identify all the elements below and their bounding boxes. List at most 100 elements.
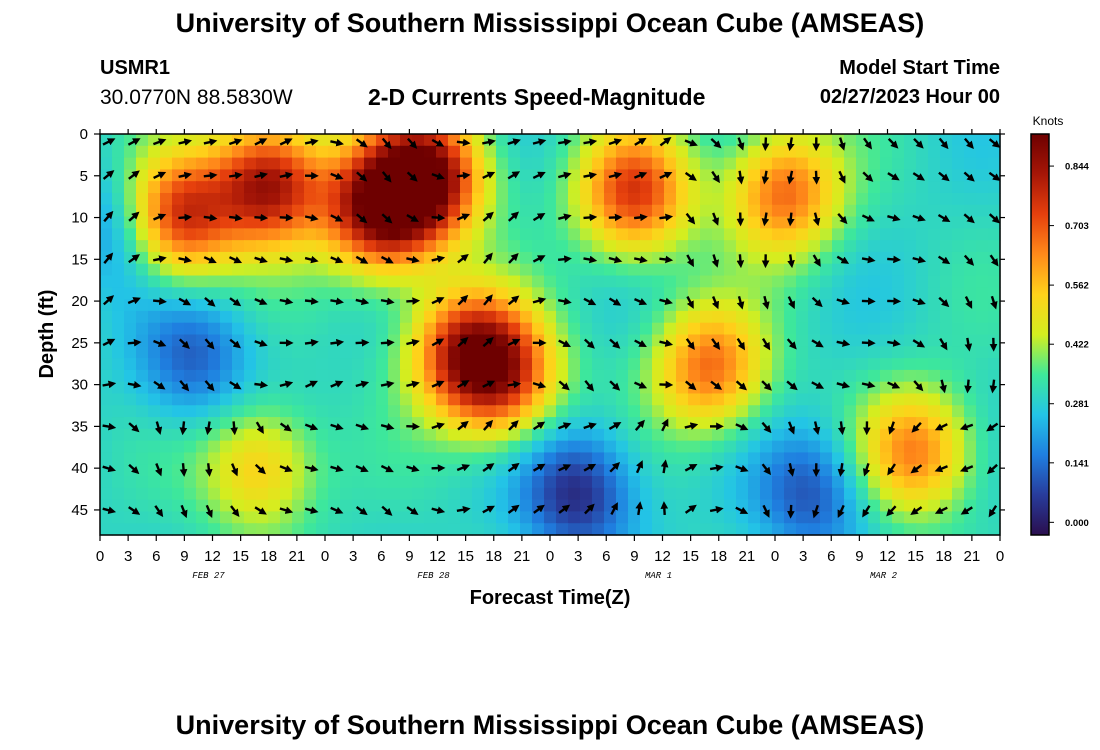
heat-cell <box>244 251 257 265</box>
heat-cell <box>340 405 353 418</box>
heat-cell <box>508 157 521 170</box>
heat-cell <box>748 393 761 406</box>
heat-cell <box>340 464 353 477</box>
heat-cell <box>328 428 341 442</box>
date-label: FEB 27 <box>192 571 225 581</box>
heat-cell <box>652 216 665 229</box>
heat-cell <box>568 275 581 288</box>
current-vector-arrow <box>304 506 319 514</box>
heat-cell <box>916 358 929 371</box>
heat-cell <box>412 322 425 336</box>
heat-cell <box>520 145 533 159</box>
current-vector-arrow <box>608 138 623 146</box>
heat-cell <box>604 240 617 253</box>
heat-cell <box>964 157 977 170</box>
heat-cell <box>112 192 125 206</box>
heat-cell <box>340 251 353 265</box>
current-vector-arrow <box>762 295 770 310</box>
heat-cell <box>940 240 953 253</box>
heat-cell <box>244 299 257 312</box>
heat-cell <box>628 452 641 465</box>
heat-cell <box>832 181 845 194</box>
current-vector-arrow <box>229 380 242 390</box>
heat-cell <box>820 464 833 477</box>
heat-cell <box>112 310 125 324</box>
current-vector-arrow <box>532 138 547 146</box>
heat-cell <box>172 476 185 489</box>
heat-cell <box>856 476 869 489</box>
heat-cell <box>448 417 461 430</box>
heat-cell <box>184 322 197 336</box>
heat-cell <box>628 299 641 312</box>
heat-cell <box>604 346 617 359</box>
heat-cell <box>568 192 581 206</box>
current-vector-arrow <box>608 421 622 430</box>
heat-cell <box>328 358 341 371</box>
current-vector-arrow <box>330 380 344 388</box>
heat-cell <box>628 192 641 206</box>
heat-cell <box>904 476 917 489</box>
heat-cell <box>484 358 497 371</box>
current-vector-arrow <box>812 421 821 436</box>
heat-cell <box>796 216 809 229</box>
heat-cell <box>568 393 581 406</box>
heat-cell <box>508 440 521 454</box>
heat-cell <box>700 251 713 265</box>
heat-cell <box>232 192 245 206</box>
current-vector-arrow <box>152 297 167 305</box>
y-tick-label: 30 <box>71 377 88 394</box>
current-vector-arrow <box>128 506 141 515</box>
heat-cell <box>952 393 965 406</box>
heat-cell <box>316 417 329 430</box>
heat-cell <box>532 275 545 288</box>
heat-cell <box>352 393 365 406</box>
heat-cell <box>952 240 965 253</box>
heat-cell <box>304 263 317 277</box>
heat-cell <box>460 145 473 159</box>
heat-cell <box>700 487 713 501</box>
heat-cell <box>688 393 701 406</box>
heat-cell <box>892 405 905 418</box>
heat-cell <box>700 169 713 182</box>
current-vector-arrow <box>508 420 519 431</box>
heat-cell <box>208 145 221 159</box>
heat-cell <box>724 358 737 371</box>
heat-cell <box>640 440 653 454</box>
heat-cell <box>772 157 785 170</box>
heat-cell <box>436 346 449 359</box>
heat-cell <box>880 216 893 229</box>
heat-cell <box>364 334 377 347</box>
current-vector-arrow <box>735 380 747 391</box>
heat-cell <box>544 523 557 536</box>
heat-cell <box>844 417 857 430</box>
heat-cell <box>976 381 989 395</box>
heat-cell <box>448 334 461 347</box>
heat-cell <box>484 192 497 206</box>
current-vector-arrow <box>154 505 164 518</box>
heat-cell <box>448 346 461 359</box>
current-vector-arrow <box>583 255 598 264</box>
heat-cell <box>280 204 293 218</box>
heat-cell <box>388 240 401 253</box>
y-tick-label: 20 <box>71 293 88 310</box>
heat-cell <box>196 192 209 206</box>
heat-cell <box>904 251 917 265</box>
heat-cell <box>628 263 641 277</box>
heat-cell <box>532 405 545 418</box>
current-vector-arrow <box>786 170 795 185</box>
heat-cell <box>604 181 617 194</box>
heat-cell <box>724 428 737 442</box>
heat-cell <box>724 452 737 465</box>
heat-cell <box>928 181 941 194</box>
heat-cell <box>796 369 809 383</box>
heat-cell <box>508 405 521 418</box>
heat-cell <box>340 322 353 336</box>
heat-cell <box>100 263 113 277</box>
current-vector-arrow <box>178 255 193 264</box>
heat-cell <box>496 192 509 206</box>
heat-cell <box>460 192 473 206</box>
current-vector-arrow <box>811 296 823 308</box>
heat-cell <box>784 192 797 206</box>
heat-cell <box>148 346 161 359</box>
current-vector-arrow <box>102 506 117 514</box>
